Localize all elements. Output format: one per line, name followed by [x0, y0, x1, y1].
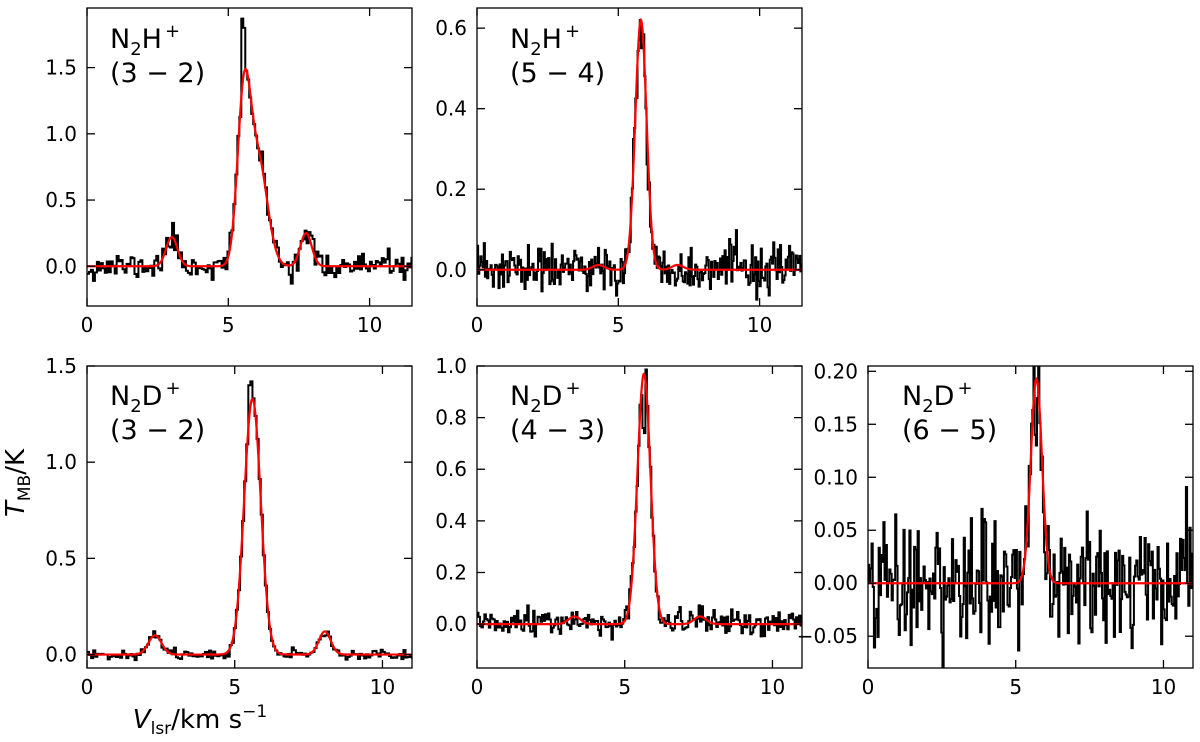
x-tick-label: 10 [1151, 675, 1176, 699]
plot-frame [476, 365, 803, 669]
y-tick-label: 0.05 [813, 518, 858, 542]
y-tick-label: 0.2 [435, 560, 467, 584]
transition-label: (5 − 4) [510, 58, 605, 89]
panel-n2h-54: 0 5 10 0.0 0.2 0.4 0.6 N2H +(5 − 4) [435, 7, 803, 337]
y-axis-label: TMB/K [1, 448, 35, 517]
x-tick-label: 0 [862, 675, 875, 699]
y-tick-label: 0.0 [435, 612, 467, 636]
x-tick-label: 10 [370, 675, 395, 699]
plot-frame [86, 7, 413, 307]
x-tick-label: 10 [747, 313, 772, 337]
y-tick-label: 0.4 [435, 509, 467, 533]
model-fit-line [868, 377, 1193, 585]
y-tick-label: −0.05 [797, 624, 858, 648]
plot-frame [867, 365, 1194, 669]
x-tick-label: 0 [81, 675, 94, 699]
species-label: N2D + [902, 378, 973, 417]
transition-label: (3 − 2) [110, 58, 205, 89]
y-tick-label: 1.0 [45, 450, 77, 474]
species-label: N2H + [110, 21, 180, 60]
y-tick-label: 0.5 [45, 188, 77, 212]
y-tick-label: 1.0 [45, 122, 77, 146]
plot-frame [476, 7, 803, 307]
model-fit-line [87, 68, 412, 268]
x-tick-label: 0 [471, 313, 484, 337]
y-tick-label: 0.2 [435, 177, 467, 201]
x-tick-label: 0 [471, 675, 484, 699]
y-tick-label: 0.6 [435, 16, 467, 40]
x-tick-label: 5 [618, 675, 631, 699]
y-tick-label: 0.8 [435, 406, 467, 430]
x-tick-label: 10 [760, 675, 785, 699]
y-tick-label: 0.4 [435, 97, 467, 121]
y-tick-label: 0.15 [813, 412, 858, 436]
transition-label: (3 − 2) [110, 415, 205, 446]
y-tick-label: 0.0 [45, 254, 77, 278]
transition-label: (6 − 5) [902, 415, 997, 446]
y-tick-label: 0.0 [45, 643, 77, 667]
transition-label: (4 − 3) [510, 415, 605, 446]
x-axis-label: Vlsr/km s−1 [133, 702, 267, 739]
panel-n2d-65: 0 5 10 −0.05 0.00 0.05 0.10 0.15 0.20 N2D +(6 − 5) [797, 359, 1194, 699]
y-tick-label: 0.00 [813, 571, 858, 595]
y-tick-label: 0.6 [435, 457, 467, 481]
x-tick-label: 5 [1009, 675, 1022, 699]
panel-n2h-32: 0 5 10 0.0 0.5 1.0 1.5 N2H +(3 − 2) [45, 7, 413, 337]
x-tick-label: 5 [222, 313, 235, 337]
x-tick-label: 0 [81, 313, 94, 337]
observed-spectrum-line [87, 380, 412, 662]
y-tick-label: 0.0 [435, 258, 467, 282]
panel-n2d-43: 0 5 10 0.0 0.2 0.4 0.6 0.8 1.0 N2D +(4 − 3) [435, 354, 803, 699]
model-fit-line [87, 397, 412, 656]
plot-frame [86, 365, 413, 669]
species-label: N2D + [110, 378, 181, 417]
species-label: N2H + [510, 21, 580, 60]
y-tick-label: 0.20 [813, 359, 858, 383]
x-tick-label: 5 [612, 313, 625, 337]
x-tick-label: 5 [228, 675, 241, 699]
panel-n2d-32: 0 5 10 0.0 0.5 1.0 1.5 N2D +(3 − 2) [45, 354, 413, 699]
y-tick-label: 0.10 [813, 465, 858, 489]
species-label: N2D + [510, 378, 581, 417]
x-tick-label: 10 [357, 313, 382, 337]
y-tick-label: 1.0 [435, 354, 467, 378]
y-tick-label: 1.5 [45, 354, 77, 378]
y-tick-label: 0.5 [45, 546, 77, 570]
model-fit-line [477, 372, 802, 626]
model-fit-line [477, 17, 802, 271]
y-tick-label: 1.5 [45, 56, 77, 80]
